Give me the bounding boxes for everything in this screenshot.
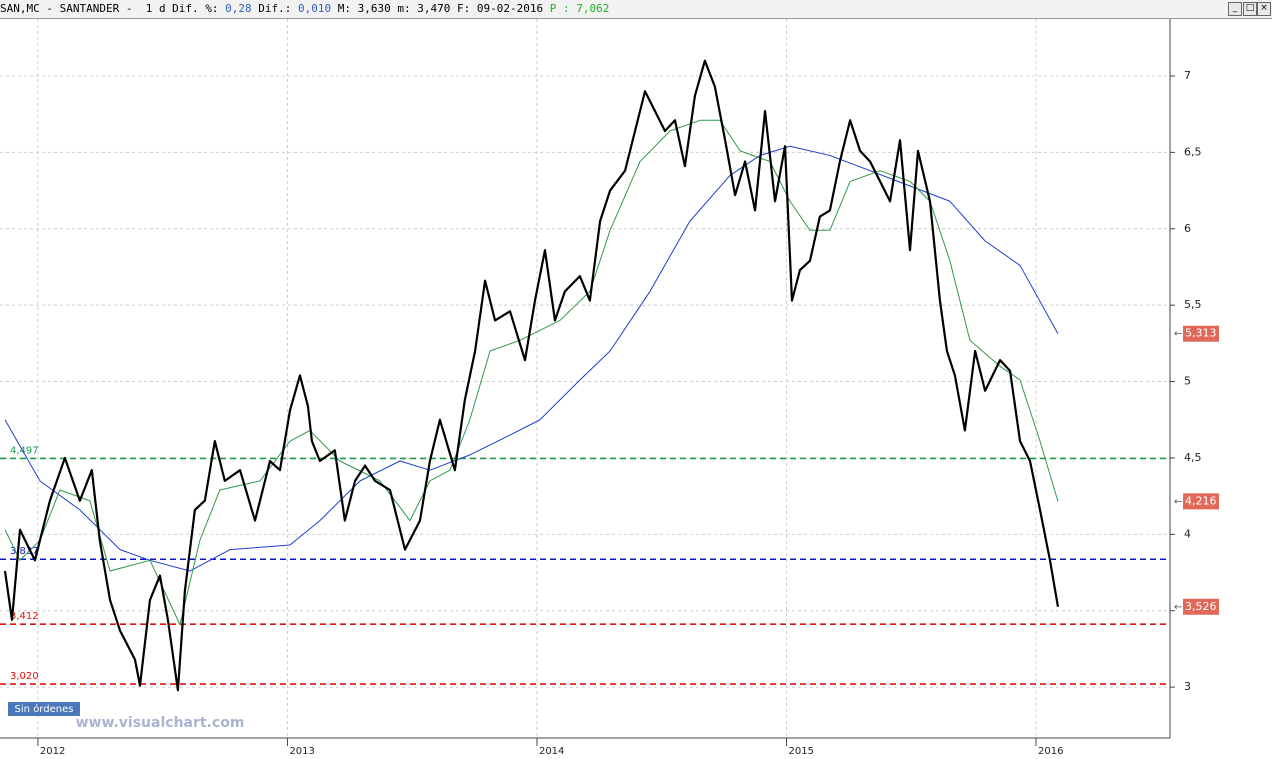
tag-arrow: ← xyxy=(1174,329,1182,340)
y-tick-label: 4,5 xyxy=(1184,451,1202,464)
price-tag-label: 3,526 xyxy=(1185,600,1217,613)
y-tick-label: 5 xyxy=(1184,375,1191,388)
x-tick-label: 2014 xyxy=(539,746,564,757)
header-rest: M: 3,630 m: 3,470 F: 09-02-2016 xyxy=(337,2,544,15)
y-tick-label: 6,5 xyxy=(1184,145,1202,158)
price-tag-label: 4,216 xyxy=(1185,494,1217,507)
y-tick-label: 6 xyxy=(1184,222,1191,235)
y-tick-label: 5,5 xyxy=(1184,298,1202,311)
close-button[interactable]: × xyxy=(1257,2,1271,16)
badge-box xyxy=(8,702,80,716)
x-tick-label: 2016 xyxy=(1038,746,1063,757)
y-tick-label: 7 xyxy=(1184,69,1191,82)
series-line xyxy=(3,59,1060,692)
series-line xyxy=(4,145,1059,572)
badge: Sin órdenes xyxy=(15,703,74,715)
watermark: www.visualchart.com xyxy=(76,715,245,731)
price-tag-label: 5,313 xyxy=(1185,327,1217,340)
series-line xyxy=(4,119,1059,625)
price-tag xyxy=(1183,598,1219,615)
minimize-button[interactable]: _ xyxy=(1228,2,1242,16)
price-tag xyxy=(1183,493,1219,510)
level-label: 3,020 xyxy=(10,671,39,682)
x-tick-label: 2015 xyxy=(788,746,813,757)
x-tick-label: 2012 xyxy=(40,746,65,757)
header-dif: 0,010 xyxy=(298,2,332,15)
tag-arrow: ← xyxy=(1174,496,1182,507)
price-tag xyxy=(1183,325,1219,342)
x-tick-label: 2013 xyxy=(289,746,314,757)
header-p: 7,062 xyxy=(576,2,610,15)
header-p-label: P : xyxy=(549,2,570,15)
header-dif-label: Dif.: xyxy=(258,2,292,15)
level-label: 3,412 xyxy=(10,611,39,622)
y-tick-label: 3 xyxy=(1184,680,1191,693)
header-pct: 0,28 xyxy=(225,2,252,15)
level-label: 4,497 xyxy=(10,445,39,456)
tag-arrow: ← xyxy=(1174,602,1182,613)
y-tick-label: 4 xyxy=(1184,527,1191,540)
title-bar: SAN,MC - SANTANDER - 1 d Dif. %: 0,28 Di… xyxy=(0,0,1272,19)
level-label: 3,837 xyxy=(10,546,39,557)
header: SAN,MC - SANTANDER - 1 d Dif. %: xyxy=(0,2,219,15)
maximize-button[interactable]: □ xyxy=(1243,2,1257,16)
